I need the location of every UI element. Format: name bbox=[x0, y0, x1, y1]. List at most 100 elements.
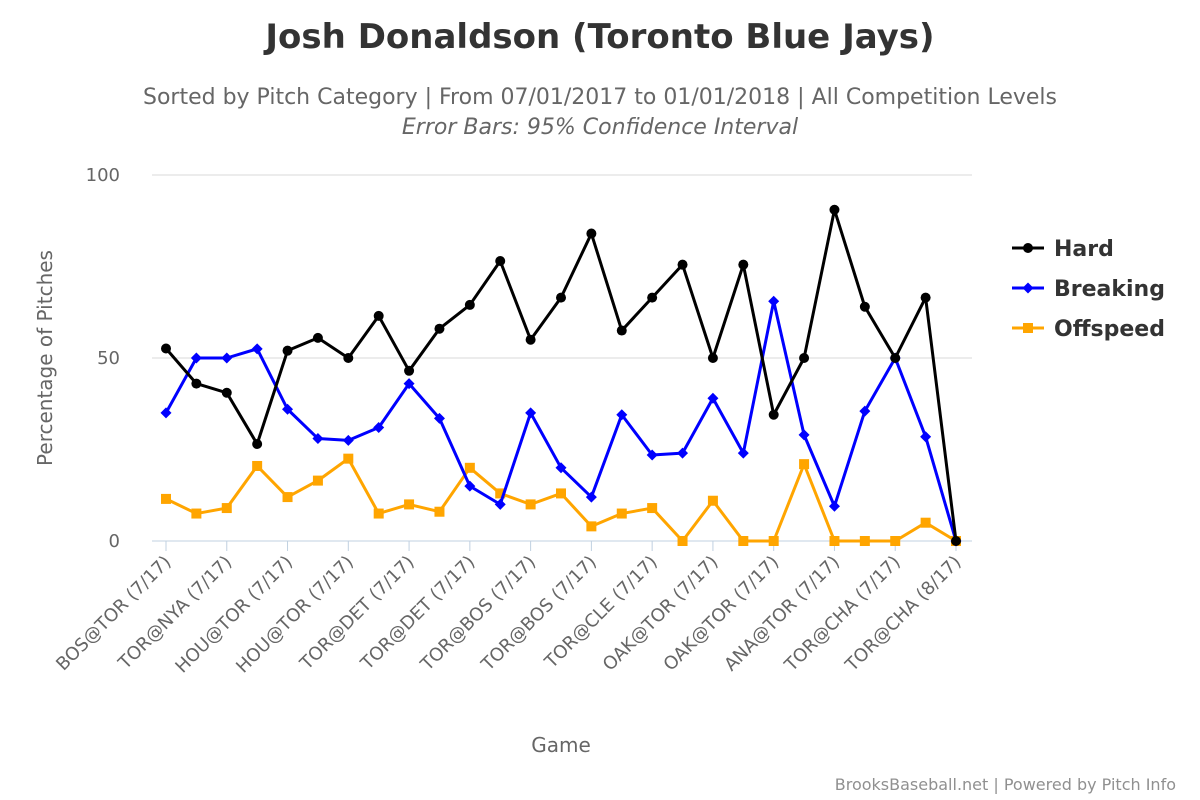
data-point-breaking[interactable] bbox=[251, 343, 263, 355]
data-point-hard[interactable] bbox=[616, 325, 627, 336]
data-point-hard[interactable] bbox=[920, 292, 931, 303]
data-point-offspeed[interactable] bbox=[890, 536, 901, 546]
data-point-breaking[interactable] bbox=[737, 447, 749, 459]
data-point-breaking[interactable] bbox=[494, 498, 506, 510]
data-point-breaking[interactable] bbox=[312, 433, 324, 445]
data-point-offspeed[interactable] bbox=[495, 488, 506, 499]
data-point-breaking[interactable] bbox=[221, 352, 233, 364]
data-point-breaking[interactable] bbox=[464, 480, 476, 492]
data-point-offspeed[interactable] bbox=[829, 536, 840, 546]
data-point-hard[interactable] bbox=[525, 334, 536, 345]
data-point-offspeed[interactable] bbox=[616, 508, 627, 519]
x-axis-title: Game bbox=[531, 733, 591, 757]
legend-item-breaking[interactable]: Breaking bbox=[1012, 277, 1165, 302]
series-offspeed bbox=[161, 453, 961, 546]
data-point-hard[interactable] bbox=[191, 378, 202, 389]
x-tick-label: OAK@TOR (7/17) bbox=[599, 552, 723, 676]
data-point-hard[interactable] bbox=[890, 353, 901, 363]
data-point-offspeed[interactable] bbox=[191, 508, 202, 519]
data-point-offspeed[interactable] bbox=[282, 492, 293, 503]
data-point-breaking[interactable] bbox=[828, 500, 840, 512]
data-point-offspeed[interactable] bbox=[647, 503, 658, 514]
data-point-breaking[interactable] bbox=[616, 409, 628, 421]
data-point-offspeed[interactable] bbox=[768, 536, 779, 546]
data-point-offspeed[interactable] bbox=[221, 503, 232, 514]
data-point-offspeed[interactable] bbox=[707, 495, 718, 506]
data-point-hard[interactable] bbox=[799, 353, 810, 363]
grid-lines bbox=[152, 174, 972, 359]
data-point-breaking[interactable] bbox=[646, 449, 658, 461]
y-axis-ticks: 0 50 100 bbox=[86, 165, 120, 552]
data-point-breaking[interactable] bbox=[920, 431, 932, 443]
data-point-breaking[interactable] bbox=[403, 378, 415, 390]
legend-marker-breaking[interactable] bbox=[1022, 282, 1034, 294]
data-point-breaking[interactable] bbox=[433, 412, 445, 424]
data-point-offspeed[interactable] bbox=[161, 493, 171, 504]
data-point-offspeed[interactable] bbox=[434, 506, 445, 517]
data-point-hard[interactable] bbox=[707, 353, 718, 363]
data-point-hard[interactable] bbox=[586, 228, 597, 239]
data-point-offspeed[interactable] bbox=[738, 536, 749, 546]
data-point-offspeed[interactable] bbox=[252, 460, 263, 471]
data-point-hard[interactable] bbox=[495, 256, 506, 267]
x-tick-label: BOS@TOR (7/17) bbox=[52, 552, 175, 675]
data-point-hard[interactable] bbox=[738, 259, 749, 270]
data-point-breaking[interactable] bbox=[160, 407, 172, 419]
legend-label-offspeed: Offspeed bbox=[1054, 317, 1165, 342]
data-point-hard[interactable] bbox=[829, 204, 840, 215]
data-point-offspeed[interactable] bbox=[373, 508, 384, 519]
data-point-hard[interactable] bbox=[768, 409, 779, 420]
data-point-breaking[interactable] bbox=[342, 434, 354, 446]
data-point-hard[interactable] bbox=[373, 310, 384, 321]
data-point-hard[interactable] bbox=[343, 353, 354, 363]
data-point-hard[interactable] bbox=[464, 299, 475, 310]
data-point-breaking[interactable] bbox=[525, 407, 537, 419]
data-point-hard[interactable] bbox=[434, 323, 445, 334]
data-point-hard[interactable] bbox=[647, 292, 658, 303]
data-point-hard[interactable] bbox=[221, 387, 232, 398]
y-tick-label: 100 bbox=[86, 165, 120, 186]
data-point-breaking[interactable] bbox=[282, 403, 294, 415]
data-point-hard[interactable] bbox=[252, 439, 263, 450]
data-point-offspeed[interactable] bbox=[677, 536, 688, 546]
data-point-hard[interactable] bbox=[951, 536, 961, 546]
data-point-breaking[interactable] bbox=[768, 295, 780, 307]
data-point-hard[interactable] bbox=[677, 259, 688, 270]
legend-item-offspeed[interactable]: Offspeed bbox=[1012, 317, 1165, 342]
y-tick-label: 50 bbox=[97, 348, 120, 369]
legend-item-hard[interactable]: Hard bbox=[1012, 237, 1114, 262]
data-point-offspeed[interactable] bbox=[859, 536, 870, 546]
data-point-hard[interactable] bbox=[312, 332, 323, 343]
data-point-hard[interactable] bbox=[161, 343, 171, 354]
data-point-breaking[interactable] bbox=[798, 429, 810, 441]
data-point-offspeed[interactable] bbox=[404, 499, 415, 510]
x-tick-label: TOR@BOS (7/17) bbox=[416, 552, 540, 676]
legend-marker-offspeed[interactable] bbox=[1023, 323, 1033, 333]
legend-label-breaking: Breaking bbox=[1054, 277, 1165, 302]
data-point-offspeed[interactable] bbox=[586, 521, 597, 532]
data-point-hard[interactable] bbox=[859, 301, 870, 312]
data-point-offspeed[interactable] bbox=[525, 499, 536, 510]
data-point-offspeed[interactable] bbox=[343, 453, 354, 464]
credits-text[interactable]: BrooksBaseball.net | Powered by Pitch In… bbox=[835, 775, 1176, 794]
data-point-breaking[interactable] bbox=[707, 392, 719, 404]
data-point-breaking[interactable] bbox=[373, 422, 385, 434]
data-point-offspeed[interactable] bbox=[556, 488, 566, 499]
x-tick-label: TOR@DET (7/17) bbox=[356, 552, 479, 675]
data-point-offspeed[interactable] bbox=[920, 517, 931, 528]
data-point-hard[interactable] bbox=[282, 345, 293, 356]
x-tick-label: TOR@BOS (7/17) bbox=[477, 552, 601, 676]
series-layer bbox=[160, 204, 962, 547]
data-point-hard[interactable] bbox=[556, 292, 566, 303]
data-point-breaking[interactable] bbox=[585, 491, 597, 503]
data-point-offspeed[interactable] bbox=[464, 462, 475, 473]
data-point-hard[interactable] bbox=[404, 365, 415, 376]
data-point-breaking[interactable] bbox=[859, 405, 871, 417]
data-point-offspeed[interactable] bbox=[799, 459, 810, 470]
data-point-breaking[interactable] bbox=[677, 447, 689, 459]
data-point-breaking[interactable] bbox=[555, 462, 567, 474]
x-tick-label: TOR@CHA (8/17) bbox=[841, 552, 966, 677]
data-point-offspeed[interactable] bbox=[312, 475, 323, 486]
data-point-breaking[interactable] bbox=[190, 352, 202, 364]
legend-marker-hard[interactable] bbox=[1023, 243, 1033, 253]
